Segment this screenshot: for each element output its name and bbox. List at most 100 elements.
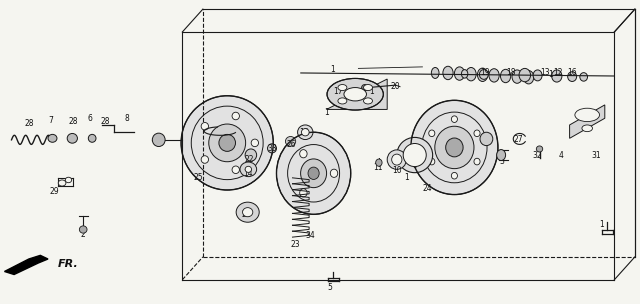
Ellipse shape xyxy=(330,169,338,178)
Text: 29: 29 xyxy=(49,187,60,196)
Ellipse shape xyxy=(397,137,433,173)
Text: 1: 1 xyxy=(548,70,553,79)
Ellipse shape xyxy=(429,130,435,136)
Text: 30: 30 xyxy=(481,135,492,144)
Text: 17: 17 xyxy=(333,87,343,96)
Ellipse shape xyxy=(67,133,77,143)
Ellipse shape xyxy=(536,146,543,152)
Ellipse shape xyxy=(451,172,458,179)
Text: 11: 11 xyxy=(373,163,382,172)
Ellipse shape xyxy=(376,159,382,166)
Ellipse shape xyxy=(301,129,309,136)
Ellipse shape xyxy=(431,67,439,78)
Ellipse shape xyxy=(201,123,209,130)
Ellipse shape xyxy=(48,134,57,142)
Ellipse shape xyxy=(474,130,480,136)
Ellipse shape xyxy=(362,85,368,91)
Ellipse shape xyxy=(533,70,542,81)
Ellipse shape xyxy=(392,154,402,165)
Ellipse shape xyxy=(88,134,96,142)
Text: 8: 8 xyxy=(124,114,129,123)
Text: 24: 24 xyxy=(422,184,433,193)
Text: 23: 23 xyxy=(291,240,301,249)
Ellipse shape xyxy=(285,136,296,146)
Text: 6: 6 xyxy=(87,114,92,123)
Ellipse shape xyxy=(435,126,474,169)
Ellipse shape xyxy=(364,98,372,104)
Ellipse shape xyxy=(454,67,465,80)
Ellipse shape xyxy=(308,167,319,179)
Ellipse shape xyxy=(429,158,435,165)
Text: 34: 34 xyxy=(305,231,316,240)
Ellipse shape xyxy=(445,138,463,157)
Ellipse shape xyxy=(575,108,600,122)
Ellipse shape xyxy=(387,150,406,169)
Text: 25: 25 xyxy=(193,173,204,182)
Text: 1: 1 xyxy=(369,87,374,96)
Ellipse shape xyxy=(219,134,236,151)
Ellipse shape xyxy=(344,88,367,101)
Text: 1: 1 xyxy=(324,108,329,117)
Ellipse shape xyxy=(451,116,458,123)
Ellipse shape xyxy=(298,125,313,140)
Ellipse shape xyxy=(152,133,165,147)
Ellipse shape xyxy=(338,85,347,91)
Ellipse shape xyxy=(65,177,72,183)
Ellipse shape xyxy=(461,70,468,78)
Ellipse shape xyxy=(479,70,488,79)
Ellipse shape xyxy=(443,66,453,80)
Text: 31: 31 xyxy=(591,150,602,160)
Ellipse shape xyxy=(300,189,307,197)
Text: 32: 32 xyxy=(532,150,543,160)
Ellipse shape xyxy=(79,226,87,233)
Ellipse shape xyxy=(480,132,493,146)
Ellipse shape xyxy=(232,166,239,174)
Polygon shape xyxy=(326,79,387,109)
Ellipse shape xyxy=(181,96,273,190)
Ellipse shape xyxy=(268,144,276,153)
Ellipse shape xyxy=(245,166,252,172)
Text: 9: 9 xyxy=(412,161,417,170)
Text: 10: 10 xyxy=(392,166,402,175)
Text: 27: 27 xyxy=(513,135,524,144)
Ellipse shape xyxy=(232,112,239,120)
Ellipse shape xyxy=(524,71,534,84)
Ellipse shape xyxy=(276,132,351,214)
Text: 28: 28 xyxy=(69,117,78,126)
Text: 14: 14 xyxy=(243,169,253,178)
Text: 13: 13 xyxy=(540,68,550,78)
Text: 1: 1 xyxy=(330,65,335,74)
Ellipse shape xyxy=(519,68,531,82)
Ellipse shape xyxy=(489,69,499,82)
Ellipse shape xyxy=(300,150,307,158)
Ellipse shape xyxy=(512,70,522,83)
Text: 3: 3 xyxy=(499,157,504,166)
Ellipse shape xyxy=(240,162,257,177)
Ellipse shape xyxy=(236,202,259,222)
Text: 22: 22 xyxy=(245,155,254,164)
Text: 7: 7 xyxy=(49,116,54,125)
Polygon shape xyxy=(570,105,605,138)
Ellipse shape xyxy=(477,68,488,81)
Ellipse shape xyxy=(58,180,66,186)
Text: FR.: FR. xyxy=(58,259,78,268)
Text: 28: 28 xyxy=(101,117,110,126)
Text: 33: 33 xyxy=(267,144,277,154)
Ellipse shape xyxy=(568,72,577,81)
Text: 16: 16 xyxy=(566,68,577,78)
Polygon shape xyxy=(4,255,48,275)
Text: 26: 26 xyxy=(286,140,296,149)
Text: 12: 12 xyxy=(554,68,563,78)
Ellipse shape xyxy=(338,98,347,104)
Ellipse shape xyxy=(245,149,257,161)
Ellipse shape xyxy=(411,100,498,195)
Ellipse shape xyxy=(466,67,476,81)
Ellipse shape xyxy=(243,208,253,217)
Text: 1: 1 xyxy=(404,173,409,182)
Ellipse shape xyxy=(474,158,480,165)
Text: 4: 4 xyxy=(558,150,563,160)
Ellipse shape xyxy=(327,78,383,110)
Text: 19: 19 xyxy=(480,68,490,78)
Ellipse shape xyxy=(580,73,588,81)
Ellipse shape xyxy=(201,156,209,163)
